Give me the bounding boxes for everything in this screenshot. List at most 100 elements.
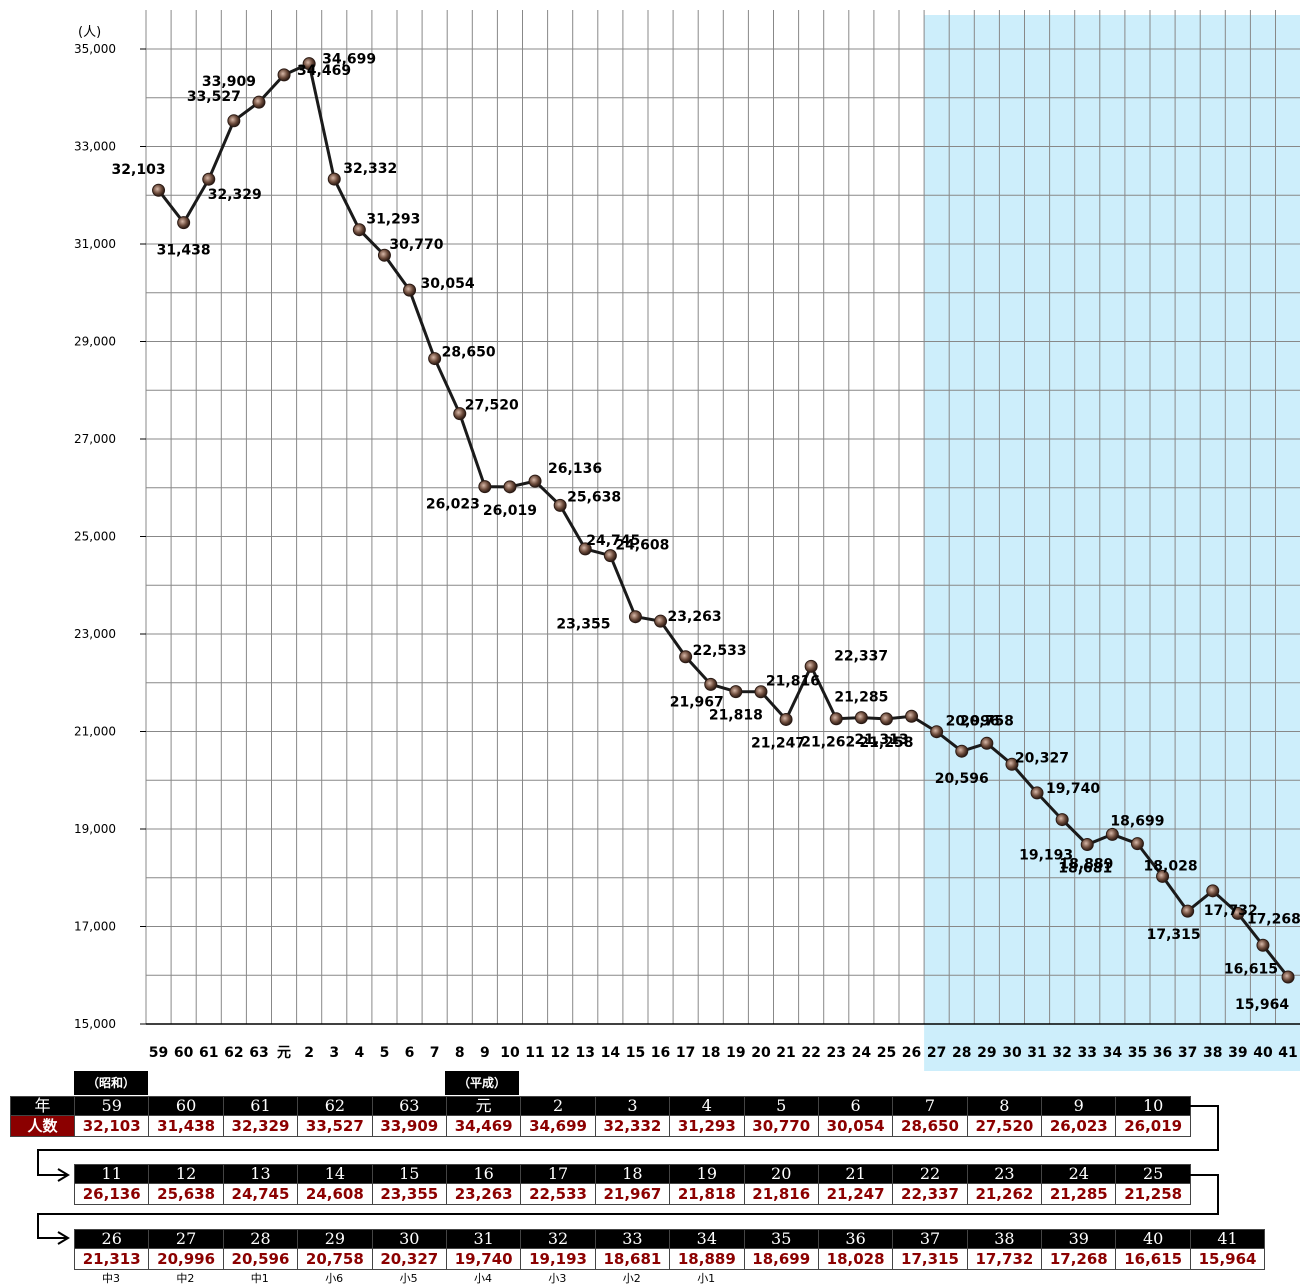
y-tick-label: 29,000 bbox=[74, 335, 116, 349]
data-label: 21,262 bbox=[801, 735, 855, 751]
data-point-marker bbox=[227, 114, 241, 128]
count-cell: 26,136 bbox=[73, 1183, 150, 1205]
data-point-marker bbox=[905, 709, 919, 723]
data-label: 26,023 bbox=[426, 497, 480, 513]
grade-label: 小4 bbox=[474, 1272, 492, 1285]
data-label: 17,268 bbox=[1247, 911, 1300, 927]
count-cell: 20,758 bbox=[297, 1248, 373, 1270]
year-cell: 32 bbox=[520, 1229, 596, 1249]
data-label: 20,996 bbox=[946, 714, 1000, 730]
count-cell: 31,293 bbox=[669, 1115, 745, 1137]
data-point-marker bbox=[1181, 904, 1195, 918]
y-tick-label: 21,000 bbox=[74, 725, 116, 739]
x-tick-label: 62 bbox=[224, 1045, 243, 1061]
count-cell: 21,247 bbox=[817, 1183, 894, 1205]
year-cell: 60 bbox=[148, 1096, 224, 1116]
y-unit-label: (人) bbox=[78, 25, 101, 40]
year-cell: 31 bbox=[445, 1229, 522, 1249]
data-label: 19,193 bbox=[1019, 848, 1073, 864]
count-cell: 17,268 bbox=[1041, 1248, 1117, 1270]
x-tick-label: 27 bbox=[927, 1045, 946, 1061]
count-cell: 24,608 bbox=[297, 1183, 373, 1205]
grade-label: 小1 bbox=[697, 1272, 716, 1285]
year-cell: 12 bbox=[148, 1164, 224, 1184]
data-point-marker bbox=[1055, 813, 1069, 827]
data-point-marker bbox=[1206, 884, 1220, 898]
data-label: 23,355 bbox=[556, 617, 610, 633]
year-cell: 62 bbox=[297, 1096, 373, 1116]
data-point-marker bbox=[478, 480, 492, 494]
x-tick-label: 21 bbox=[776, 1045, 795, 1061]
x-tick-label: 20 bbox=[751, 1045, 771, 1061]
y-tick-label: 35,000 bbox=[74, 42, 116, 56]
x-tick-label: 9 bbox=[480, 1045, 490, 1061]
grade-label: 中3 bbox=[102, 1272, 120, 1285]
x-tick-label: 32 bbox=[1052, 1045, 1071, 1061]
x-tick-label: 6 bbox=[405, 1045, 415, 1061]
data-series-line bbox=[157, 61, 1290, 978]
x-tick-label: 31 bbox=[1027, 1045, 1046, 1061]
data-label: 23,263 bbox=[668, 609, 722, 625]
data-point-marker bbox=[729, 685, 743, 699]
data-point-marker bbox=[553, 498, 567, 512]
grade-label: 小3 bbox=[548, 1272, 567, 1285]
x-tick-label: 40 bbox=[1253, 1045, 1273, 1061]
year-cell: 39 bbox=[1041, 1229, 1117, 1249]
x-tick-label: 38 bbox=[1203, 1045, 1222, 1061]
data-label: 22,533 bbox=[693, 643, 747, 659]
grade-label: 小6 bbox=[325, 1272, 344, 1285]
data-point-marker bbox=[854, 711, 868, 725]
x-tick-label: 7 bbox=[430, 1045, 440, 1061]
count-row-3: 21,313 20,996 20,596 20,758 20,327 19,740 19,1… bbox=[73, 1248, 1266, 1270]
data-label: 33,527 bbox=[187, 89, 241, 105]
data-point-marker bbox=[930, 725, 944, 739]
count-cell: 21,967 bbox=[594, 1183, 671, 1205]
x-tick-label: 30 bbox=[1002, 1045, 1022, 1061]
count-cell: 26,023 bbox=[1041, 1115, 1117, 1137]
y-tick-label: 27,000 bbox=[74, 432, 116, 446]
data-point-marker bbox=[603, 549, 617, 563]
x-tick-label: 4 bbox=[354, 1045, 364, 1061]
count-cell: 34,469 bbox=[445, 1115, 522, 1137]
data-point-marker bbox=[829, 712, 843, 726]
data-label: 21,967 bbox=[670, 694, 724, 710]
data-point-marker bbox=[1156, 869, 1170, 883]
data-label: 30,054 bbox=[421, 276, 475, 292]
x-tick-label: 23 bbox=[827, 1045, 846, 1061]
data-point-marker bbox=[352, 223, 366, 237]
data-point-marker bbox=[403, 283, 417, 297]
data-label: 25,638 bbox=[567, 489, 621, 505]
year-cell: 26 bbox=[73, 1229, 150, 1249]
year-cell: 40 bbox=[1115, 1229, 1191, 1249]
data-label: 21,258 bbox=[859, 735, 913, 751]
data-label: 15,964 bbox=[1235, 997, 1289, 1013]
x-tick-label: 11 bbox=[525, 1045, 544, 1061]
count-cell: 30,054 bbox=[817, 1115, 894, 1137]
year-cell: 37 bbox=[892, 1229, 968, 1249]
year-cell: 41 bbox=[1189, 1229, 1266, 1249]
year-row-2: 11 12 13 14 15 16 17 18 19 20 21 22 23 24 25 bbox=[73, 1164, 1191, 1184]
x-tick-label: 36 bbox=[1153, 1045, 1172, 1061]
x-tick-label: 41 bbox=[1278, 1045, 1297, 1061]
count-cell: 18,681 bbox=[594, 1248, 671, 1270]
data-label: 18,028 bbox=[1144, 858, 1198, 874]
data-point-marker bbox=[302, 57, 316, 71]
year-cell: 61 bbox=[222, 1096, 299, 1116]
grade-label: 小5 bbox=[399, 1272, 418, 1285]
data-label: 26,019 bbox=[483, 503, 537, 519]
x-tick-label: 12 bbox=[550, 1045, 569, 1061]
year-cell: 7 bbox=[892, 1096, 968, 1116]
data-point-marker bbox=[804, 659, 818, 673]
data-point-marker bbox=[628, 610, 642, 624]
count-cell: 16,615 bbox=[1115, 1248, 1191, 1270]
grade-label: 小2 bbox=[622, 1272, 641, 1285]
data-label: 19,740 bbox=[1046, 781, 1100, 797]
y-tick-label: 17,000 bbox=[74, 920, 116, 934]
data-point-marker bbox=[879, 712, 893, 726]
count-cell: 18,028 bbox=[817, 1248, 894, 1270]
year-cell: 30 bbox=[371, 1229, 447, 1249]
year-cell: 5 bbox=[743, 1096, 819, 1116]
x-tick-label: 元 bbox=[277, 1045, 291, 1061]
count-cell: 28,650 bbox=[892, 1115, 968, 1137]
year-cell: 3 bbox=[594, 1096, 671, 1116]
